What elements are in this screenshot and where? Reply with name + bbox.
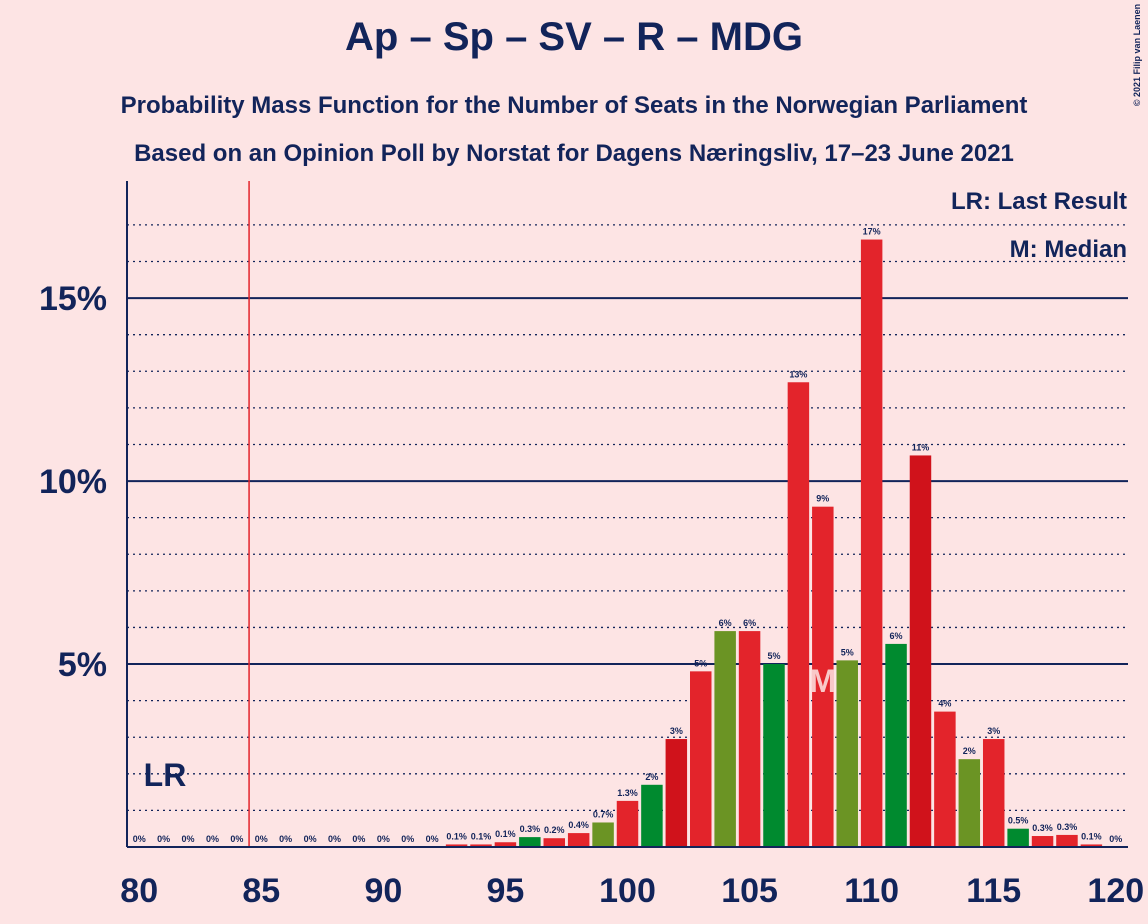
bar [982,739,1005,847]
value-label: 3% [987,726,1000,736]
value-label: 0.1% [1081,831,1102,841]
legend-entry: LR: Last Result [951,188,1127,215]
value-label: 1.3% [617,788,638,798]
chart-subtitle: Probability Mass Function for the Number… [121,92,1028,119]
value-label: 17% [863,227,881,237]
value-label: 0% [230,834,243,844]
value-label: 0% [401,834,414,844]
bar [958,759,981,847]
bar [860,239,883,848]
value-label: 0.1% [471,831,492,841]
value-label: 0% [352,834,365,844]
value-label: 0.5% [1008,816,1029,826]
bar [885,643,907,847]
bar [494,842,517,847]
bar [836,660,858,847]
value-label: 3% [670,726,683,736]
value-label: 6% [743,618,756,628]
value-label: 0% [133,834,146,844]
chart-subtitle: Based on an Opinion Poll by Norstat for … [134,140,1014,167]
value-label: 2% [645,772,658,782]
bar [690,671,712,847]
legend-entry: M: Median [1010,236,1127,263]
value-label: 0% [279,834,292,844]
value-label: 6% [890,631,903,641]
bar [812,506,834,847]
value-label: 5% [694,658,707,668]
value-label: 0% [182,834,195,844]
value-label: 6% [719,618,732,628]
value-label: 0.1% [495,829,516,839]
y-tick-label: 10% [39,463,107,501]
bar [519,837,541,847]
value-label: 0% [157,834,170,844]
value-label: 0% [255,834,268,844]
x-tick-label: 120 [1087,872,1144,910]
value-label: 0.3% [1057,822,1078,832]
bar [763,664,785,847]
bar [1056,834,1078,847]
bar [543,838,565,847]
value-label: 9% [816,494,829,504]
value-label: 0.4% [568,820,589,830]
bar [616,800,639,847]
value-label: 0.3% [1032,823,1053,833]
x-tick-label: 85 [242,872,280,910]
copyright: © 2021 Filip van Laenen [1132,4,1142,106]
median-label: M [809,663,836,699]
x-tick-label: 80 [120,872,158,910]
bar [1080,844,1103,847]
bar [1031,836,1054,847]
bar [738,631,761,847]
y-tick-label: 5% [58,646,107,684]
value-label: 0.7% [593,809,614,819]
bar [714,631,736,847]
y-tick-label: 15% [39,280,107,318]
bar [1007,828,1029,847]
bar [909,455,932,847]
value-label: 0% [304,834,317,844]
bar [592,822,614,847]
value-label: 0.1% [446,831,467,841]
value-label: 4% [938,699,951,709]
bar [470,844,492,847]
x-tick-label: 110 [844,872,899,910]
value-label: 13% [789,369,807,379]
value-label: 0% [426,834,439,844]
chart-title: Ap – Sp – SV – R – MDG [345,15,803,59]
value-label: 0.2% [544,825,565,835]
bar [934,711,956,847]
bar [641,784,663,847]
value-label: 2% [963,746,976,756]
x-tick-label: 105 [721,872,778,910]
value-label: 0% [377,834,390,844]
x-tick-label: 95 [487,872,525,910]
x-tick-label: 115 [966,872,1021,910]
value-label: 0% [328,834,341,844]
value-label: 0% [1109,834,1122,844]
bar [665,739,688,847]
x-tick-label: 100 [599,872,656,910]
bar [787,382,810,847]
value-label: 0% [206,834,219,844]
last-result-label: LR [144,757,187,793]
value-label: 11% [912,442,930,452]
bar [445,844,468,847]
value-label: 5% [841,647,854,657]
value-label: 5% [767,651,780,661]
value-label: 0.3% [520,824,541,834]
x-tick-label: 90 [364,872,402,910]
bar [567,833,590,847]
